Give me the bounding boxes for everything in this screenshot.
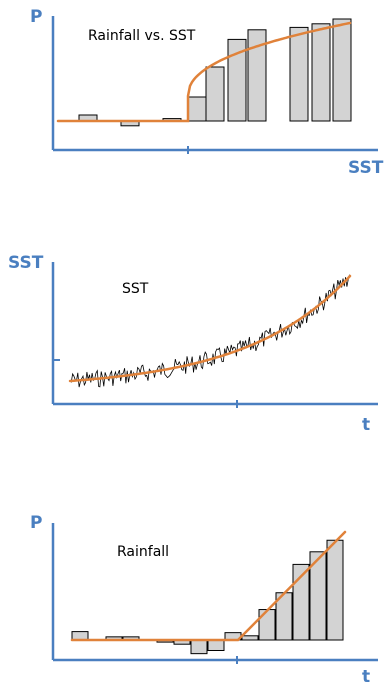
panel2-fit-line — [68, 274, 352, 383]
panel3-bar — [309, 551, 327, 641]
panel2-xlabel: t — [362, 415, 370, 435]
panel1-ylabel: P — [30, 7, 42, 27]
panel1-title: Rainfall vs. SST — [88, 28, 196, 44]
panel1-bar — [289, 26, 309, 122]
panel3-xlabel: t — [362, 667, 370, 685]
panel2-noisy-series — [69, 274, 350, 388]
panel-rainfall-vs-sst: P SST Rainfall vs. SST — [30, 7, 384, 178]
panel3-bar — [190, 639, 208, 655]
panel3-bar — [71, 631, 89, 641]
panel1-bar — [332, 18, 352, 122]
panel2-ylabel: SST — [8, 253, 44, 273]
panel3-bar — [241, 635, 259, 641]
panel3-bar — [207, 639, 225, 651]
panel2-title: SST — [122, 281, 149, 297]
panel1-bars — [78, 18, 352, 127]
panel1-fit-line — [56, 21, 352, 123]
panel3-bar — [292, 563, 310, 641]
panel1-xlabel: SST — [348, 158, 384, 178]
panel1-bar — [205, 66, 225, 122]
panel3-bar — [258, 609, 276, 641]
panel1-bar — [187, 96, 207, 122]
panel1-bar — [247, 29, 267, 122]
panel3-bar — [326, 539, 344, 641]
panel3-ylabel: P — [30, 513, 42, 533]
panel1-bar — [311, 23, 331, 122]
panel3-fit-line — [70, 530, 347, 642]
panel3-bars — [71, 539, 344, 655]
panel3-title: Rainfall — [117, 544, 169, 560]
panel-sst: SST t SST — [8, 253, 378, 435]
panel-rainfall: P t Rainfall — [30, 513, 378, 685]
panel1-bar — [227, 38, 247, 122]
